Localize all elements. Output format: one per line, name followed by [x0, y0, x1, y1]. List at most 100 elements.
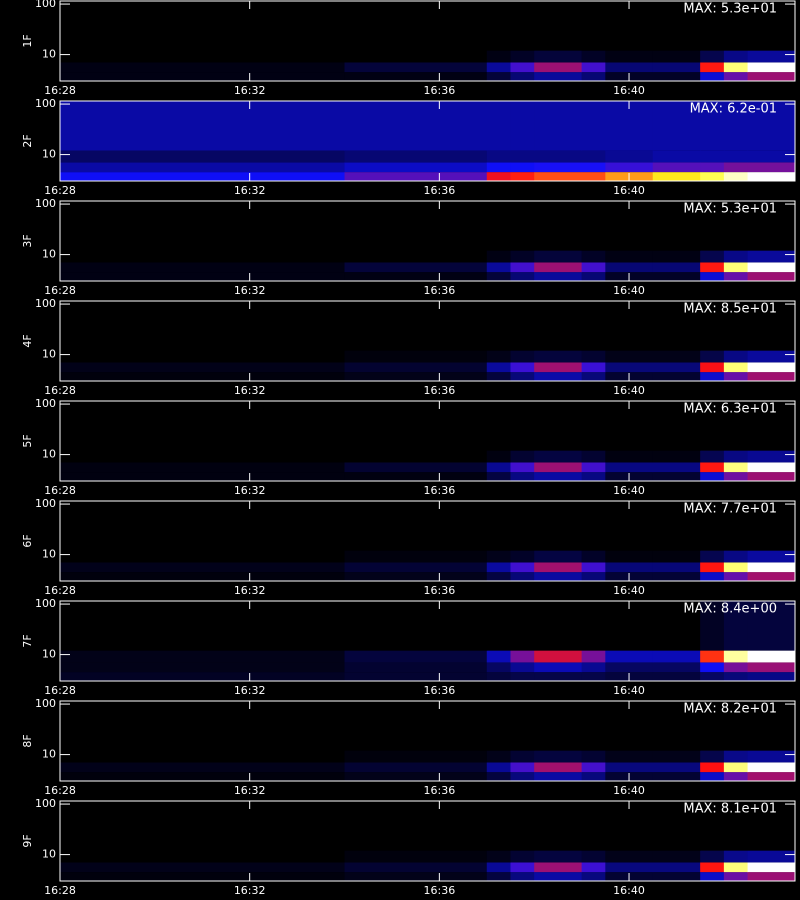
heat-cell [344, 750, 488, 763]
heat-cell [344, 150, 488, 163]
heat-cell [344, 862, 488, 873]
heat-cell [723, 801, 749, 851]
heat-cell [60, 201, 346, 251]
heat-cell [581, 801, 606, 851]
heat-cell [534, 72, 583, 81]
heat-cell [723, 301, 749, 351]
heat-cell [534, 562, 583, 573]
heat-cell [700, 662, 725, 673]
heat-cell [486, 401, 511, 451]
heat-cell [534, 872, 583, 881]
heat-cell [534, 601, 583, 651]
heat-cell [723, 101, 749, 151]
heat-cell [747, 601, 796, 651]
x-tick-label: 16:36 [424, 184, 456, 197]
heat-cell [60, 662, 346, 673]
heat-cell [344, 250, 488, 263]
y-axis-label: 2F [21, 134, 34, 147]
heat-cell [747, 101, 796, 151]
heat-cell [652, 550, 701, 563]
y-axis-label: 6F [21, 534, 34, 547]
heat-cell [486, 862, 511, 873]
heat-cell [581, 262, 606, 273]
heat-cell [60, 801, 346, 851]
heat-cell [700, 201, 725, 251]
heat-cell [534, 572, 583, 581]
heat-cell [747, 450, 796, 463]
x-tick-label: 16:28 [44, 684, 76, 697]
heat-cell [652, 472, 701, 481]
y-tick-label: 10 [42, 248, 56, 261]
heat-cell [510, 262, 535, 273]
max-annotation: MAX: 5.3e+01 [683, 202, 777, 217]
heat-cell [510, 1, 535, 51]
heat-cell [652, 150, 701, 163]
heat-cell [344, 72, 488, 81]
heat-cell [581, 250, 606, 263]
heat-cell [723, 762, 749, 773]
heat-cell [700, 750, 725, 763]
x-tick-label: 16:32 [234, 384, 266, 397]
heat-cell [60, 50, 346, 63]
heat-cell [723, 701, 749, 751]
max-annotation: MAX: 8.1e+01 [683, 802, 777, 817]
heat-cell [581, 650, 606, 663]
max-annotation: MAX: 6.2e-01 [690, 102, 777, 117]
heat-cell [486, 662, 511, 673]
heat-cell [747, 572, 796, 581]
heat-cell [581, 472, 606, 481]
heat-cell [581, 872, 606, 881]
heat-cell [534, 662, 583, 673]
heat-cell [652, 350, 701, 363]
heat-cell [344, 372, 488, 381]
x-tick-label: 16:28 [44, 584, 76, 597]
heat-cell [700, 872, 725, 881]
heat-cell [700, 72, 725, 81]
heat-cell [486, 772, 511, 781]
heat-cell [60, 572, 346, 581]
heat-cell [747, 401, 796, 451]
heat-cell [534, 350, 583, 363]
heat-cell [510, 50, 535, 63]
heat-cell [747, 762, 796, 773]
heat-cell [486, 472, 511, 481]
heat-cell [510, 62, 535, 73]
y-axis-label: 8F [21, 734, 34, 747]
heat-cell [344, 601, 488, 651]
heat-cell [344, 672, 488, 681]
heat-cell [534, 450, 583, 463]
heat-cell [700, 1, 725, 51]
heat-cell [486, 272, 511, 281]
heat-cell [486, 62, 511, 73]
heat-cell [534, 372, 583, 381]
heat-cell [510, 650, 535, 663]
heat-cell [486, 501, 511, 551]
heat-cell [486, 562, 511, 573]
heat-cell [581, 372, 606, 381]
heat-cell [605, 62, 654, 73]
heat-cell [700, 672, 725, 681]
heat-cell [605, 450, 654, 463]
x-tick-label: 16:40 [613, 184, 645, 197]
heat-cell [723, 372, 749, 381]
heat-cell [581, 550, 606, 563]
y-tick-label: 100 [35, 697, 56, 710]
heat-cell [344, 50, 488, 63]
heat-cell [652, 850, 701, 863]
heat-cell [723, 862, 749, 873]
y-axis-label: 7F [21, 634, 34, 647]
heat-cell [605, 750, 654, 763]
heat-cell [700, 462, 725, 473]
y-tick-label: 100 [35, 97, 56, 110]
heat-cell [605, 550, 654, 563]
heat-cell [534, 672, 583, 681]
heat-cell [486, 172, 511, 181]
heat-cell [60, 472, 346, 481]
heat-cell [344, 362, 488, 373]
heat-cell [581, 862, 606, 873]
heat-cell [510, 472, 535, 481]
heat-cell [747, 201, 796, 251]
x-tick-label: 16:28 [44, 84, 76, 97]
heat-cell [605, 301, 654, 351]
y-tick-label: 100 [35, 197, 56, 210]
